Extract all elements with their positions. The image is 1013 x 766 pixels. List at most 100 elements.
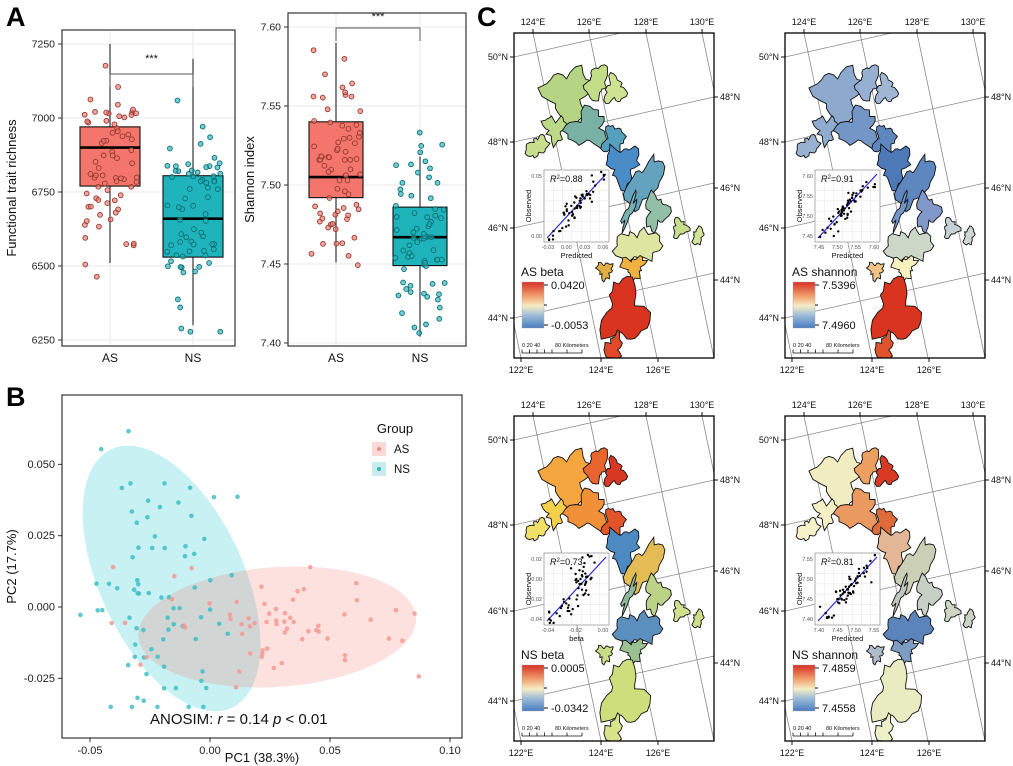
land-region	[882, 609, 935, 646]
legend-max: 7.4859	[822, 663, 856, 675]
r-squared-label: R2=0.88	[550, 174, 583, 184]
map-as-beta: 124°E 126°E 128°E 130°E 50°N 48°N 46°N 44°N 48°N…	[488, 17, 740, 375]
land-region	[537, 64, 595, 140]
svg-text:126°E: 126°E	[577, 400, 602, 410]
svg-text:0 20 40: 0 20 40	[793, 343, 811, 349]
svg-text:7.50: 7.50	[832, 245, 843, 251]
land-region	[594, 261, 614, 283]
land-region	[537, 447, 595, 523]
land-region	[603, 329, 623, 358]
inset-regression-plot: R2=0.73 -0.04 -0.02 0.00 -0.04 -0.02 0.00 0.02 b…	[524, 552, 610, 643]
inset-y-label: Observed	[524, 190, 533, 223]
svg-text:124°E: 124°E	[589, 365, 614, 375]
land-region	[882, 226, 935, 263]
legend-min: -0.0053	[551, 320, 588, 332]
x-tick-label: 0.10	[439, 745, 460, 757]
svg-text:0.05: 0.05	[531, 174, 542, 180]
svg-text:44°N: 44°N	[720, 658, 740, 668]
svg-text:-0.02: -0.02	[569, 628, 582, 634]
y-tick-label: 7250	[32, 39, 56, 51]
svg-text:44°N: 44°N	[991, 275, 1011, 285]
jitter-points	[392, 129, 448, 336]
y-axis-label: Shannon index	[242, 136, 257, 223]
legend-item-label: AS	[394, 444, 410, 456]
geo-labels: 124°E 126°E 128°E 130°E 50°N 48°N 46°N 44°N 48°N…	[759, 400, 1011, 758]
svg-text:7.45: 7.45	[814, 245, 825, 251]
y-tick-label: 0.025	[27, 530, 55, 542]
x-tick-label: 0.05	[319, 745, 340, 757]
svg-text:7.40: 7.40	[814, 628, 825, 634]
legend-dot	[377, 467, 381, 471]
svg-text:-0.04: -0.04	[529, 617, 542, 623]
land-region	[874, 329, 894, 358]
svg-text:48°N: 48°N	[759, 137, 779, 147]
ellipse-as	[138, 566, 417, 688]
svg-text:7.60: 7.60	[869, 245, 880, 251]
land-region	[808, 447, 866, 523]
land-region	[962, 225, 976, 246]
land-regions	[795, 64, 976, 358]
svg-text:126°E: 126°E	[577, 17, 602, 27]
category-label: NS	[412, 351, 429, 365]
svg-text:7.40: 7.40	[802, 617, 813, 623]
svg-text:46°N: 46°N	[720, 566, 740, 576]
svg-text:46°N: 46°N	[720, 183, 740, 193]
land-region	[808, 64, 866, 140]
land-region	[811, 498, 839, 532]
inset-x-label: Predicted	[832, 251, 864, 260]
land-region	[874, 712, 894, 741]
y-tick-label: 6250	[32, 335, 56, 347]
y-tick-label: 6750	[32, 187, 56, 199]
land-region	[853, 64, 879, 102]
jitter-points	[81, 62, 140, 280]
svg-text:48°N: 48°N	[488, 137, 508, 147]
land-region	[870, 275, 923, 340]
svg-text:0.06: 0.06	[598, 245, 609, 251]
map-ns-beta: 124°E 126°E 128°E 130°E 50°N 48°N 46°N 44°N 48°N…	[488, 400, 740, 758]
svg-text:-0.03: -0.03	[542, 245, 555, 251]
svg-text:0 20 40: 0 20 40	[522, 343, 540, 349]
svg-text:128°E: 128°E	[634, 400, 659, 410]
boxplot-functional-trait-richness: AS NS 6250 6500 6750 7000 7250 *** Functional tr…	[4, 29, 236, 365]
land-region	[891, 188, 909, 234]
map-border	[513, 32, 715, 359]
y-tick-label: 7.40	[261, 338, 282, 350]
svg-text:48°N: 48°N	[720, 475, 740, 485]
land-region	[603, 71, 629, 104]
y-tick-label: 7.60	[261, 22, 282, 34]
significance-bracket	[109, 73, 194, 87]
jitter-points	[164, 97, 224, 335]
svg-text:130°E: 130°E	[690, 17, 715, 27]
svg-text:46°N: 46°N	[991, 566, 1011, 576]
svg-text:124°E: 124°E	[792, 400, 817, 410]
inset-y-label: Observed	[524, 573, 533, 606]
land-regions	[524, 64, 705, 358]
svg-text:46°N: 46°N	[991, 183, 1011, 193]
land-region	[853, 447, 879, 485]
svg-text:0.03: 0.03	[579, 245, 590, 251]
x-tick-label: -0.05	[77, 745, 102, 757]
legend-dot	[377, 447, 381, 451]
land-region	[865, 261, 885, 283]
svg-text:130°E: 130°E	[690, 400, 715, 410]
svg-text:48°N: 48°N	[759, 520, 779, 530]
svg-text:128°E: 128°E	[905, 17, 930, 27]
land-region	[672, 599, 691, 623]
svg-text:48°N: 48°N	[720, 92, 740, 102]
svg-text:7.55: 7.55	[802, 557, 813, 563]
land-region	[865, 644, 885, 666]
map-border	[513, 415, 715, 742]
boxplot-shannon-index: AS NS 7.40 7.45 7.50 7.55 7.60 *** Shannon index	[242, 11, 467, 365]
scale-bar: 0 20 40 80 Kilometers	[521, 343, 589, 354]
legend-title: AS beta	[521, 265, 564, 279]
plot-border	[61, 29, 236, 347]
geo-labels: 124°E 126°E 128°E 130°E 50°N 48°N 46°N 44°N 48°N…	[759, 17, 1011, 375]
svg-text:7.60: 7.60	[802, 174, 813, 180]
land-region	[620, 571, 638, 617]
r-squared-label: R2=0.73	[550, 557, 583, 567]
svg-text:124°E: 124°E	[521, 17, 546, 27]
svg-text:-0.02: -0.02	[529, 597, 542, 603]
legend-title: NS shannon	[792, 648, 858, 662]
land-region	[619, 638, 649, 666]
